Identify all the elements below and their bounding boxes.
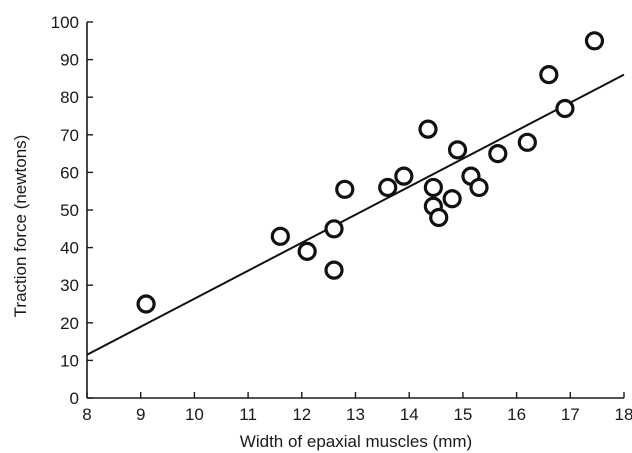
- y-tick-label: 20: [60, 314, 79, 333]
- x-tick-label: 14: [400, 405, 419, 424]
- y-axis: 0 10 20 30 40 50 60 70 80 90 100: [51, 13, 93, 408]
- data-point: [555, 98, 575, 119]
- data-point: [539, 65, 559, 85]
- data-point: [324, 260, 344, 280]
- y-tick-label: 10: [60, 351, 79, 370]
- data-point: [442, 189, 462, 209]
- x-tick-label: 16: [507, 405, 526, 424]
- regression-line-group: [86, 73, 625, 356]
- data-point: [488, 144, 508, 164]
- data-point: [270, 226, 290, 246]
- x-axis-title: Width of epaxial muscles (mm): [240, 432, 472, 451]
- data-point: [447, 140, 468, 160]
- y-tick-label: 0: [70, 389, 79, 408]
- x-tick-label: 18: [615, 405, 632, 424]
- y-tick-label: 90: [60, 51, 79, 70]
- x-tick-label: 8: [82, 405, 91, 424]
- y-tick-label: 30: [60, 276, 79, 295]
- x-tick-label: 15: [453, 405, 472, 424]
- y-axis-title: Traction force (newtons): [11, 135, 30, 318]
- data-point: [378, 177, 398, 198]
- data-points: [136, 31, 605, 314]
- regression-line: [86, 73, 625, 356]
- y-tick-label: 40: [60, 239, 79, 258]
- data-point: [429, 207, 449, 228]
- x-tick-label: 10: [185, 405, 204, 424]
- data-point: [297, 241, 317, 261]
- data-point: [469, 177, 489, 198]
- x-tick-label: 13: [346, 405, 365, 424]
- x-tick-label: 11: [239, 405, 257, 424]
- x-axis: 8 9 10 11 12 13 14 15 16 17 18: [82, 392, 632, 424]
- y-tick-label: 50: [60, 201, 79, 220]
- y-tick-label: 60: [60, 163, 79, 182]
- y-tick-label: 100: [51, 13, 79, 32]
- x-tick-label: 12: [292, 405, 311, 424]
- data-point: [394, 166, 414, 186]
- data-point: [584, 31, 605, 51]
- data-point: [136, 294, 156, 314]
- data-point: [335, 179, 355, 199]
- data-point: [517, 132, 537, 152]
- x-tick-label: 17: [561, 405, 580, 424]
- data-point: [324, 219, 344, 239]
- data-point: [418, 119, 438, 139]
- x-tick-label: 9: [136, 405, 145, 424]
- y-tick-label: 70: [60, 126, 79, 145]
- data-point: [423, 177, 443, 198]
- y-tick-label: 80: [60, 88, 79, 107]
